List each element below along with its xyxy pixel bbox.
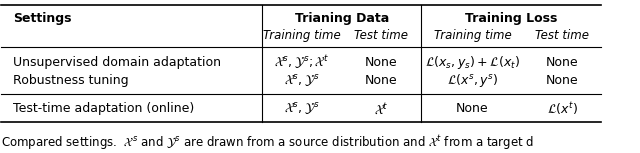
Text: $\mathcal{X}^s, \mathcal{Y}^s$: $\mathcal{X}^s, \mathcal{Y}^s$ [284,101,319,117]
Text: Compared settings.  $\mathcal{X}^s$ and $\mathcal{Y}^s$ are drawn from a source : Compared settings. $\mathcal{X}^s$ and $… [1,133,534,152]
Text: Test time: Test time [354,29,408,42]
Text: Trianing Data: Trianing Data [295,12,389,25]
Text: Robustness tuning: Robustness tuning [13,74,129,87]
Text: Unsupervised domain adaptation: Unsupervised domain adaptation [13,56,221,69]
Text: $\mathcal{L}(x^s, y^s)$: $\mathcal{L}(x^s, y^s)$ [447,72,498,89]
Text: Test-time adaptation (online): Test-time adaptation (online) [13,102,195,115]
Text: Settings: Settings [13,12,72,25]
Text: Training time: Training time [262,29,340,42]
Text: $\mathcal{X}^s, \mathcal{Y}^s$: $\mathcal{X}^s, \mathcal{Y}^s$ [284,73,319,89]
Text: $\mathcal{X}^t$: $\mathcal{X}^t$ [374,101,388,116]
Text: Training time: Training time [433,29,511,42]
Text: None: None [365,74,397,87]
Text: Training Loss: Training Loss [465,12,557,25]
Text: None: None [456,102,489,115]
Text: $\mathcal{X}^s, \mathcal{Y}^s; \mathcal{X}^t$: $\mathcal{X}^s, \mathcal{Y}^s; \mathcal{… [274,54,329,71]
Text: None: None [546,56,579,69]
Text: None: None [365,56,397,69]
Text: Test time: Test time [536,29,589,42]
Text: None: None [546,74,579,87]
Text: $\mathcal{L}(x_s, y_s) + \mathcal{L}(x_t)$: $\mathcal{L}(x_s, y_s) + \mathcal{L}(x_t… [425,54,520,71]
Text: $\mathcal{L}(x^t)$: $\mathcal{L}(x^t)$ [547,101,578,117]
